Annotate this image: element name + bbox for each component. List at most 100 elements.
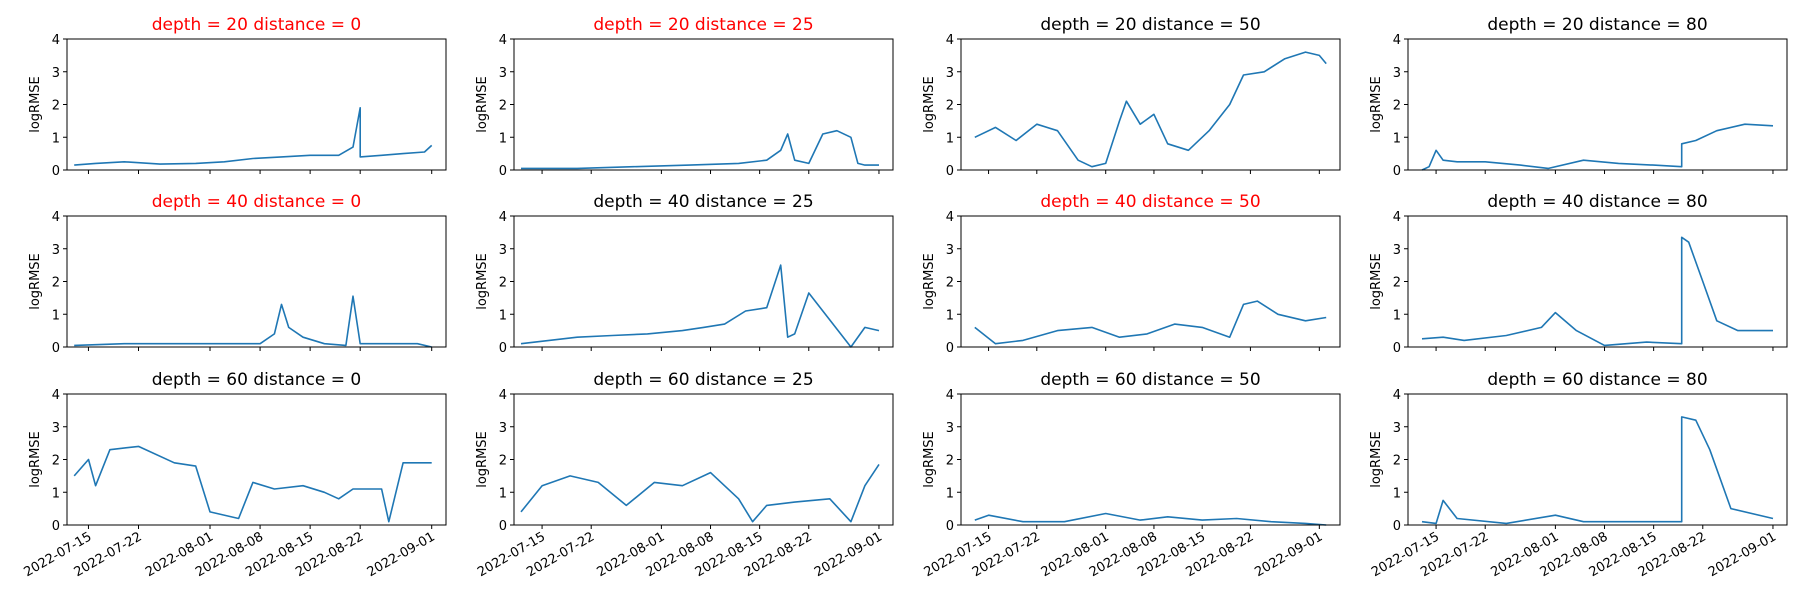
y-tick-label: 4 (946, 210, 954, 225)
plot-frame (1407, 215, 1788, 348)
y-tick-label: 1 (52, 308, 60, 323)
y-tick-label: 4 (1393, 388, 1401, 403)
y-tick-label: 0 (499, 519, 507, 534)
x-tick-label: 2022-09-01 (365, 529, 438, 580)
y-tick-label: 1 (1393, 486, 1401, 501)
subplot-1: depth = 20 distance = 0 logRMSE 0 1 2 3 4 (28, 15, 447, 179)
subplot-title: depth = 60 distance = 0 (152, 370, 361, 390)
y-tick-label: 3 (1393, 243, 1401, 258)
subplot-4: depth = 20 distance = 80 logRMSE 0 1 2 3 4 (1369, 15, 1788, 179)
y-tick-label: 3 (1393, 66, 1401, 81)
plot-frame (960, 38, 1341, 171)
y-tick-label: 4 (499, 33, 507, 48)
y-tick-label: 2 (946, 99, 954, 114)
y-tick-label: 3 (52, 421, 60, 436)
y-axis-label: logRMSE (1369, 76, 1384, 133)
subplot-title: depth = 40 distance = 80 (1487, 192, 1707, 212)
subplot-6: depth = 40 distance = 25 logRMSE 0 1 2 3 4 (475, 192, 894, 356)
y-axis-label: logRMSE (28, 431, 43, 488)
subplot-7: depth = 40 distance = 50 logRMSE 0 1 2 3 4 (922, 192, 1341, 356)
subplot-title: depth = 40 distance = 50 (1040, 192, 1260, 212)
y-tick-label: 0 (1393, 164, 1401, 179)
y-tick-label: 4 (946, 33, 954, 48)
y-tick-label: 2 (1393, 276, 1401, 291)
subplot-title: depth = 60 distance = 25 (593, 370, 813, 390)
series-line (73, 445, 432, 523)
y-tick-label: 0 (946, 164, 954, 179)
y-tick-label: 0 (52, 341, 60, 356)
plot-frame (513, 215, 894, 348)
subplot-title: depth = 20 distance = 80 (1487, 15, 1707, 35)
y-tick-label: 0 (946, 519, 954, 534)
y-axis-label: logRMSE (1369, 253, 1384, 310)
plot-frame (66, 215, 447, 348)
y-axis-label: logRMSE (28, 253, 43, 310)
y-tick-label: 3 (499, 66, 507, 81)
y-tick-label: 1 (499, 308, 507, 323)
y-axis-label: logRMSE (28, 76, 43, 133)
y-tick-label: 2 (499, 454, 507, 469)
plot-frame (1407, 38, 1788, 171)
y-tick-label: 3 (499, 243, 507, 258)
y-tick-label: 3 (52, 243, 60, 258)
y-tick-label: 4 (499, 388, 507, 403)
series-line (974, 51, 1327, 168)
y-tick-label: 3 (946, 421, 954, 436)
subplot-10: depth = 60 distance = 25 logRMSE 0 1 2 3 4 2022… (475, 370, 894, 580)
plot-frame (960, 393, 1341, 526)
y-tick-label: 0 (946, 341, 954, 356)
subplot-title: depth = 40 distance = 0 (152, 192, 361, 212)
series-line (74, 107, 433, 166)
y-tick-label: 1 (52, 131, 60, 146)
plot-frame (513, 38, 894, 171)
subplot-3: depth = 20 distance = 50 logRMSE 0 1 2 3 4 (922, 15, 1341, 179)
y-tick-label: 4 (52, 210, 60, 225)
y-tick-label: 4 (499, 210, 507, 225)
subplot-9: depth = 60 distance = 0 logRMSE 0 1 2 3 4 2022-… (22, 370, 447, 580)
y-tick-label: 1 (1393, 308, 1401, 323)
y-axis-label: logRMSE (475, 431, 490, 488)
y-tick-label: 4 (1393, 210, 1401, 225)
y-tick-label: 1 (1393, 131, 1401, 146)
series-line (521, 129, 879, 170)
y-tick-label: 0 (52, 519, 60, 534)
y-tick-label: 2 (1393, 454, 1401, 469)
plot-frame (66, 38, 447, 171)
y-tick-label: 4 (52, 388, 60, 403)
subplot-5: depth = 40 distance = 0 logRMSE 0 1 2 3 4 (28, 192, 447, 356)
y-tick-label: 2 (499, 99, 507, 114)
series-line (520, 264, 880, 348)
y-tick-label: 3 (499, 421, 507, 436)
y-tick-label: 1 (946, 486, 954, 501)
y-tick-label: 2 (946, 276, 954, 291)
y-tick-label: 1 (499, 131, 507, 146)
y-tick-label: 1 (946, 308, 954, 323)
subplot-title: depth = 60 distance = 80 (1487, 370, 1707, 390)
subplot-2: depth = 20 distance = 25 logRMSE 0 1 2 3 4 (475, 15, 894, 179)
y-tick-label: 4 (52, 33, 60, 48)
subplot-title: depth = 20 distance = 50 (1040, 15, 1260, 35)
series-line (74, 295, 432, 348)
subplot-8: depth = 40 distance = 80 logRMSE 0 1 2 3 4 (1369, 192, 1788, 356)
subplot-title: depth = 60 distance = 50 (1040, 370, 1260, 390)
series-line (520, 463, 880, 523)
x-tick-label: 2022-09-01 (1706, 529, 1779, 580)
subplot-title: depth = 40 distance = 25 (593, 192, 813, 212)
y-tick-label: 2 (52, 454, 60, 469)
y-axis-label: logRMSE (922, 253, 937, 310)
series-line (1421, 123, 1774, 171)
y-tick-label: 0 (1393, 341, 1401, 356)
y-tick-label: 1 (946, 131, 954, 146)
y-tick-label: 2 (499, 276, 507, 291)
y-axis-label: logRMSE (475, 76, 490, 133)
plot-frame (66, 393, 447, 526)
y-tick-label: 3 (52, 66, 60, 81)
y-tick-label: 0 (499, 341, 507, 356)
subplot-11: depth = 60 distance = 50 logRMSE 0 1 2 3 4 2022… (922, 370, 1341, 580)
plot-frame (513, 393, 894, 526)
x-tick-label: 2022-09-01 (1252, 529, 1325, 580)
y-tick-label: 0 (52, 164, 60, 179)
y-tick-label: 2 (52, 276, 60, 291)
y-tick-label: 2 (52, 99, 60, 114)
